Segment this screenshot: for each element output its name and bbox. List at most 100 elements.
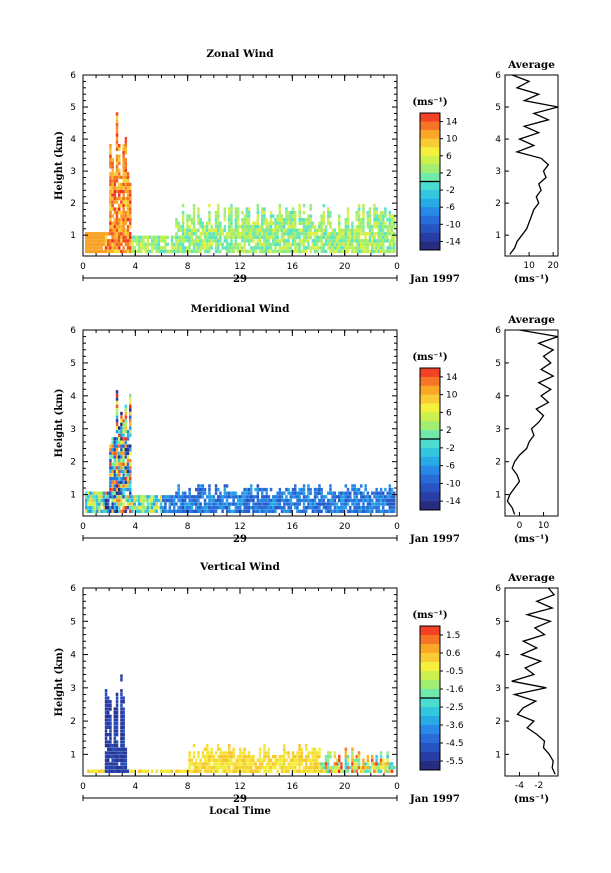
- heatmap-cell: [311, 502, 315, 506]
- heatmap-cell: [102, 239, 106, 243]
- heatmap-cell: [212, 228, 216, 232]
- heatmap-cell: [109, 158, 112, 162]
- heatmap-cell: [175, 249, 178, 254]
- heatmap-cell: [122, 161, 125, 165]
- heatmap-cell: [355, 491, 359, 495]
- heatmap-cell: [263, 754, 266, 759]
- x-tick-label: 8: [185, 262, 191, 272]
- heatmap-cell: [296, 249, 299, 254]
- heatmap-cell: [243, 751, 246, 755]
- heatmap-cell: [269, 509, 273, 514]
- heatmap-cell: [342, 249, 345, 254]
- heatmap-cell: [122, 487, 125, 492]
- heatmap-cell: [133, 246, 136, 250]
- heatmap-cell: [245, 210, 249, 215]
- heatmap-cell: [206, 747, 209, 752]
- heatmap-cell: [278, 758, 282, 762]
- heatmap-cell: [261, 758, 264, 762]
- heatmap-cell: [162, 498, 165, 503]
- heatmap-cell: [118, 509, 121, 514]
- heatmap-cell: [126, 484, 130, 488]
- heatmap-cell: [346, 498, 350, 503]
- heatmap-cell: [302, 495, 306, 499]
- heatmap-cell: [221, 495, 224, 499]
- heatmap-cell: [252, 758, 255, 762]
- heatmap-cell: [225, 765, 229, 770]
- heatmap-cell: [298, 246, 301, 250]
- heatmap-cell: [135, 235, 139, 240]
- heatmap-cell: [236, 232, 240, 236]
- heatmap-cell: [122, 765, 125, 770]
- heatmap-cell: [283, 751, 286, 755]
- heatmap-cell: [379, 210, 383, 215]
- colorbar-tick-label: -10: [446, 220, 461, 230]
- heatmap-cell: [318, 484, 321, 488]
- heatmap-cell: [217, 762, 220, 766]
- heatmap-cell: [217, 747, 220, 752]
- heatmap-cell: [107, 732, 110, 737]
- heatmap-cell: [225, 484, 229, 488]
- heatmap-cell: [269, 762, 273, 766]
- heatmap-cell: [373, 765, 376, 770]
- heatmap-cell: [360, 217, 363, 222]
- heatmap-cell: [371, 242, 374, 247]
- heatmap-cell: [245, 509, 249, 514]
- heatmap-cell: [263, 743, 266, 748]
- heatmap-cell: [111, 473, 114, 477]
- heatmap-cell: [313, 487, 317, 492]
- heatmap-cell: [151, 242, 154, 247]
- heatmap-cell: [120, 426, 123, 430]
- heatmap-cell: [188, 498, 191, 503]
- heatmap-cell: [122, 217, 125, 222]
- heatmap-cell: [107, 758, 110, 762]
- heatmap-cell: [131, 246, 134, 250]
- heatmap-cell: [243, 502, 246, 506]
- heatmap-cell: [362, 765, 365, 770]
- heatmap-cell: [384, 495, 387, 499]
- heatmap-cell: [197, 249, 200, 254]
- heatmap-cell: [333, 509, 337, 514]
- heatmap-cell: [217, 769, 220, 773]
- heatmap-cell: [210, 495, 213, 499]
- heatmap-cell: [173, 246, 176, 250]
- heatmap-cell: [89, 239, 92, 243]
- heatmap-cell: [142, 498, 145, 503]
- heatmap-cell: [184, 769, 187, 773]
- heatmap-cell: [137, 505, 141, 510]
- heatmap-cell: [309, 232, 312, 236]
- heatmap-cell: [311, 246, 315, 250]
- heatmap-cell: [360, 505, 363, 510]
- heatmap-cell: [311, 762, 315, 766]
- heatmap-cell: [120, 203, 123, 208]
- heatmap-cell: [287, 505, 290, 510]
- heatmap-cell: [131, 769, 134, 773]
- heatmap-cell: [175, 509, 178, 514]
- heatmap-cell: [232, 751, 235, 755]
- heatmap-cell: [234, 765, 238, 770]
- heatmap-cell: [289, 217, 293, 222]
- heatmap-cell: [201, 509, 205, 514]
- heatmap-cell: [346, 762, 350, 766]
- heatmap-cell: [219, 495, 222, 499]
- heatmap-cell: [214, 214, 218, 218]
- heatmap-cell: [309, 769, 312, 773]
- heatmap-cell: [118, 495, 121, 499]
- heatmap-cell: [113, 714, 117, 719]
- heatmap-cell: [120, 477, 123, 481]
- heatmap-cell: [199, 491, 202, 495]
- heatmap-cell: [115, 440, 119, 445]
- heatmap-cell: [93, 235, 97, 240]
- heatmap-cell: [344, 221, 348, 225]
- heatmap-cell: [199, 502, 202, 506]
- heatmap-cell: [289, 495, 293, 499]
- heatmap-cell: [111, 225, 114, 229]
- heatmap-cell: [329, 484, 332, 488]
- heatmap-cell: [118, 451, 121, 456]
- heatmap-cell: [267, 242, 271, 247]
- heatmap-cell: [93, 242, 97, 247]
- heatmap-cell: [298, 754, 301, 759]
- heatmap-cell: [210, 239, 213, 243]
- heatmap-cell: [155, 246, 158, 250]
- heatmap-cell: [104, 721, 108, 726]
